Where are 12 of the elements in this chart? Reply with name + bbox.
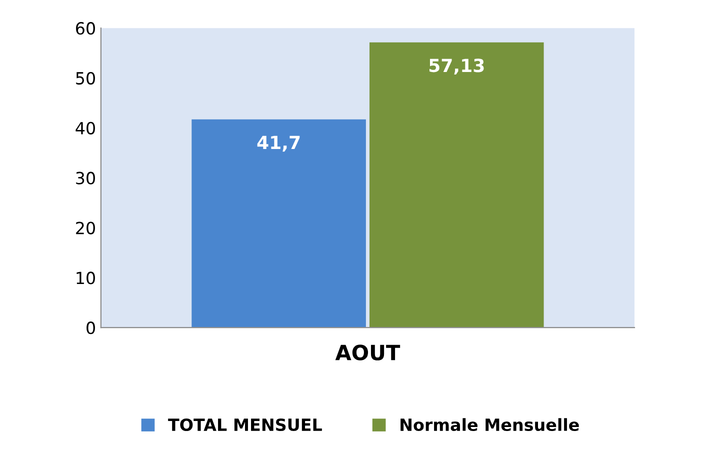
legend-label: TOTAL MENSUEL — [168, 418, 322, 432]
y-tick-label: 20 — [76, 222, 95, 234]
legend-label: Normale Mensuelle — [400, 418, 579, 432]
y-tick-label: 30 — [76, 172, 95, 184]
y-tick-label: 50 — [76, 72, 95, 85]
data-label: 41,7 — [257, 136, 300, 152]
data-label: 57,13 — [429, 58, 484, 75]
y-tick-label: 40 — [76, 122, 95, 134]
y-tick-label: 0 — [86, 322, 95, 334]
x-tick-label: AOUT — [335, 344, 400, 360]
y-tick-label: 60 — [76, 22, 95, 35]
y-tick-label: 10 — [76, 272, 95, 284]
